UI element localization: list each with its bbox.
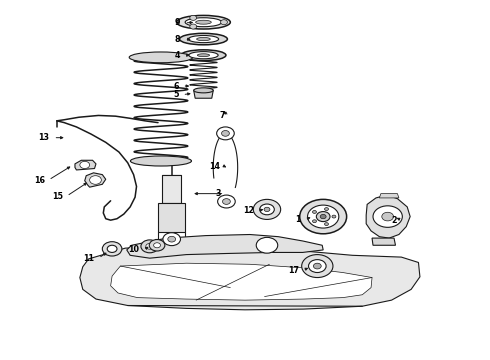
Ellipse shape bbox=[196, 37, 210, 41]
Circle shape bbox=[253, 199, 281, 220]
Circle shape bbox=[190, 15, 196, 21]
Circle shape bbox=[308, 205, 339, 228]
Ellipse shape bbox=[189, 51, 218, 59]
Circle shape bbox=[146, 243, 154, 249]
Circle shape bbox=[90, 176, 101, 184]
Circle shape bbox=[260, 204, 274, 215]
Circle shape bbox=[222, 199, 230, 204]
Text: 15: 15 bbox=[52, 192, 63, 201]
Ellipse shape bbox=[188, 36, 219, 42]
Circle shape bbox=[324, 222, 328, 225]
Ellipse shape bbox=[197, 54, 210, 57]
Circle shape bbox=[154, 243, 160, 248]
Polygon shape bbox=[372, 238, 395, 245]
Circle shape bbox=[309, 260, 326, 273]
Bar bbox=[162, 175, 181, 203]
Ellipse shape bbox=[181, 50, 226, 60]
Text: 17: 17 bbox=[288, 266, 299, 275]
Circle shape bbox=[107, 245, 117, 252]
Ellipse shape bbox=[176, 15, 230, 29]
Circle shape bbox=[220, 20, 227, 25]
Polygon shape bbox=[111, 263, 372, 300]
Text: 1: 1 bbox=[295, 215, 301, 224]
Circle shape bbox=[256, 237, 278, 253]
Circle shape bbox=[190, 24, 196, 29]
Text: 12: 12 bbox=[244, 206, 255, 215]
Ellipse shape bbox=[185, 18, 222, 27]
Polygon shape bbox=[366, 195, 410, 238]
Circle shape bbox=[80, 161, 90, 168]
Polygon shape bbox=[85, 173, 106, 187]
Circle shape bbox=[314, 263, 321, 269]
Circle shape bbox=[168, 236, 175, 242]
Text: 3: 3 bbox=[215, 189, 221, 198]
Ellipse shape bbox=[196, 20, 211, 24]
Text: 6: 6 bbox=[173, 82, 178, 91]
Text: 16: 16 bbox=[34, 176, 45, 185]
Circle shape bbox=[149, 239, 165, 251]
Circle shape bbox=[217, 127, 234, 140]
Text: 13: 13 bbox=[39, 133, 49, 142]
Circle shape bbox=[221, 131, 229, 136]
Ellipse shape bbox=[194, 88, 213, 93]
Circle shape bbox=[320, 215, 326, 219]
Text: 2: 2 bbox=[392, 216, 397, 225]
Circle shape bbox=[300, 199, 346, 234]
Text: 8: 8 bbox=[175, 35, 180, 44]
Circle shape bbox=[302, 255, 333, 278]
Circle shape bbox=[324, 208, 328, 211]
Text: 5: 5 bbox=[173, 90, 178, 99]
Text: 4: 4 bbox=[175, 51, 180, 60]
Ellipse shape bbox=[179, 33, 227, 45]
Ellipse shape bbox=[129, 52, 193, 63]
Circle shape bbox=[102, 242, 122, 256]
Circle shape bbox=[332, 215, 336, 218]
Text: 7: 7 bbox=[220, 111, 225, 120]
Circle shape bbox=[141, 240, 159, 253]
Text: 9: 9 bbox=[175, 18, 180, 27]
Bar bbox=[158, 203, 185, 232]
Circle shape bbox=[313, 211, 317, 213]
Circle shape bbox=[264, 207, 270, 212]
Text: 14: 14 bbox=[210, 162, 220, 171]
Circle shape bbox=[163, 233, 180, 246]
Circle shape bbox=[313, 220, 317, 222]
Circle shape bbox=[382, 212, 393, 221]
Circle shape bbox=[317, 212, 330, 222]
Polygon shape bbox=[127, 234, 323, 258]
Polygon shape bbox=[379, 194, 399, 198]
Polygon shape bbox=[80, 245, 420, 310]
Text: 11: 11 bbox=[83, 254, 95, 263]
Text: 10: 10 bbox=[128, 246, 140, 255]
Circle shape bbox=[373, 206, 402, 227]
Polygon shape bbox=[194, 90, 213, 98]
Circle shape bbox=[218, 195, 235, 208]
Polygon shape bbox=[75, 160, 96, 170]
Ellipse shape bbox=[130, 156, 192, 166]
